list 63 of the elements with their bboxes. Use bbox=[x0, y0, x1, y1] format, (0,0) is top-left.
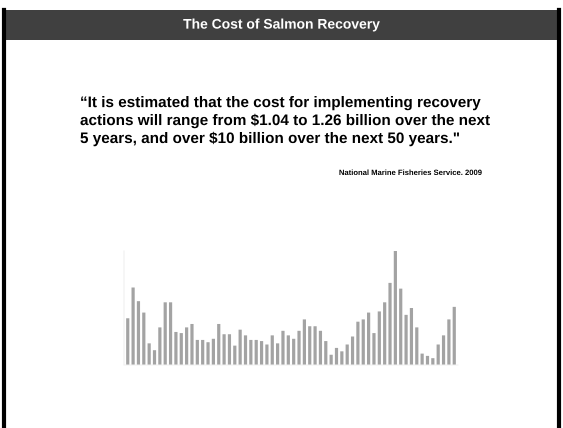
bar bbox=[378, 311, 381, 365]
bar bbox=[399, 288, 402, 365]
bar bbox=[168, 302, 172, 365]
bar bbox=[249, 340, 252, 365]
bar bbox=[362, 319, 365, 365]
bar bbox=[410, 308, 414, 365]
bar bbox=[136, 301, 140, 365]
bar bbox=[297, 330, 301, 365]
bar bbox=[313, 326, 317, 365]
bar bbox=[148, 343, 151, 365]
bar bbox=[372, 333, 376, 365]
bar bbox=[286, 335, 290, 365]
bar bbox=[206, 342, 210, 365]
bar bbox=[212, 338, 215, 365]
bar bbox=[346, 344, 349, 365]
bar bbox=[308, 326, 312, 365]
bar bbox=[152, 350, 156, 365]
bar bbox=[196, 340, 199, 365]
bar bbox=[394, 251, 397, 365]
bar bbox=[447, 319, 451, 365]
bar bbox=[340, 351, 344, 365]
bar bbox=[228, 334, 232, 365]
bar bbox=[260, 341, 264, 365]
bar bbox=[356, 322, 360, 365]
bar bbox=[254, 340, 258, 365]
bar bbox=[330, 354, 333, 365]
bar bbox=[420, 354, 424, 365]
bar bbox=[233, 346, 236, 365]
bar bbox=[281, 330, 285, 365]
bar bbox=[324, 341, 328, 365]
bar bbox=[367, 312, 370, 365]
bar bbox=[302, 319, 306, 365]
bar bbox=[436, 344, 440, 365]
bar bbox=[442, 335, 446, 365]
bar bbox=[452, 306, 456, 365]
bar bbox=[431, 358, 434, 365]
bar bbox=[415, 327, 418, 365]
bar bbox=[318, 330, 322, 365]
text: “It is estimated that the cost for implementing recovery actions will range from $1.04 to 1.26 billion over the next 5 years, and over $10 billion over the next 50 years." bbox=[80, 96, 490, 146]
bar bbox=[334, 348, 338, 365]
chart-title: The Cost of Salmon Recovery bbox=[183, 18, 380, 32]
bar bbox=[244, 335, 248, 365]
bar bbox=[164, 302, 167, 365]
bar bbox=[217, 324, 220, 365]
bar bbox=[201, 340, 204, 365]
bar bbox=[174, 332, 178, 365]
bar bbox=[126, 318, 130, 365]
bar bbox=[131, 287, 135, 365]
bar bbox=[350, 336, 354, 365]
bar bbox=[270, 335, 274, 365]
bar bbox=[276, 343, 280, 365]
bar bbox=[292, 338, 296, 365]
bar bbox=[190, 324, 194, 365]
bar bbox=[265, 344, 269, 365]
bar bbox=[383, 302, 386, 365]
bar bbox=[142, 312, 146, 365]
bar bbox=[180, 333, 183, 365]
bar bbox=[388, 282, 392, 365]
bar bbox=[158, 327, 162, 365]
bar bbox=[404, 314, 408, 365]
bar bbox=[222, 334, 226, 365]
bar bbox=[185, 327, 188, 365]
bar bbox=[238, 330, 242, 365]
